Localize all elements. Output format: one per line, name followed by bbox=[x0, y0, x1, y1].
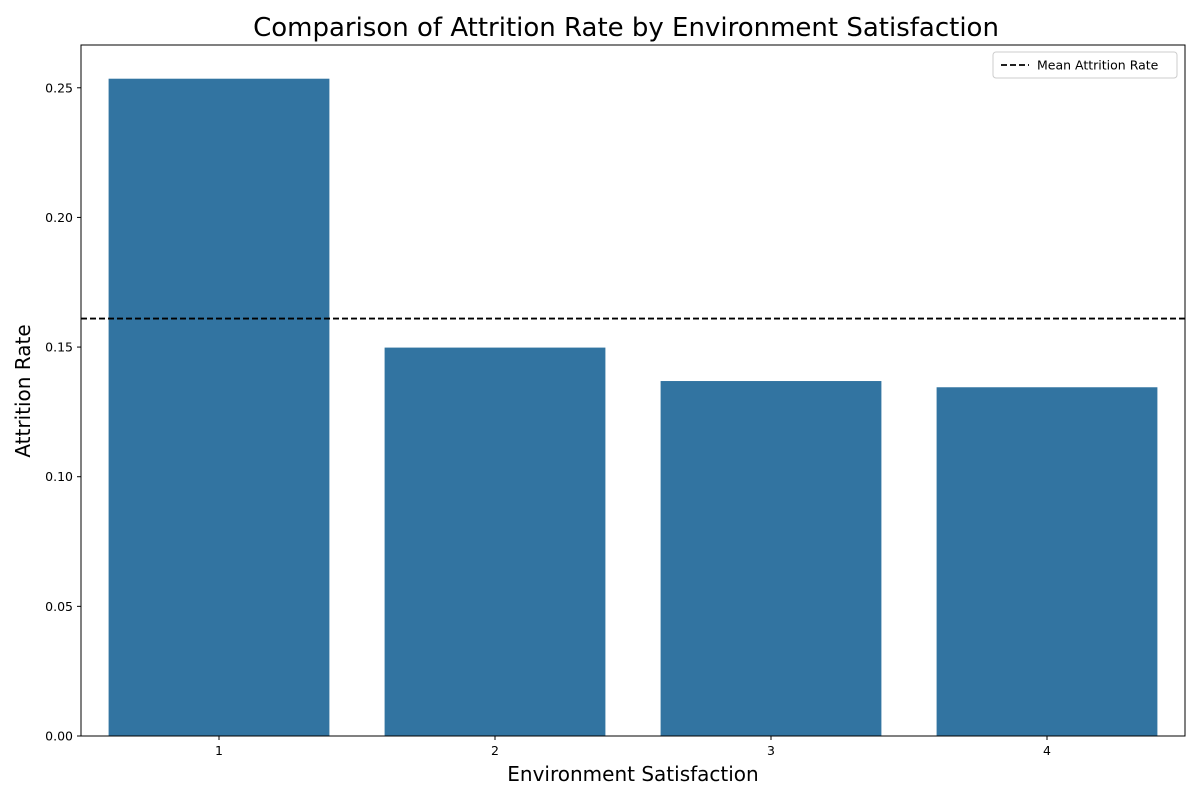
bar-3 bbox=[660, 381, 882, 736]
x-axis-label: Environment Satisfaction bbox=[507, 762, 758, 786]
bar-4 bbox=[936, 387, 1158, 736]
legend: Mean Attrition Rate bbox=[992, 51, 1178, 79]
plot-area bbox=[80, 44, 1186, 737]
y-tick-label: 0.05 bbox=[45, 599, 73, 614]
y-tick-label: 0.20 bbox=[45, 210, 73, 225]
x-tick-label: 2 bbox=[491, 743, 499, 758]
y-axis-label: Attrition Rate bbox=[11, 324, 35, 457]
x-tick-label: 1 bbox=[215, 743, 223, 758]
plot-frame bbox=[80, 44, 1186, 737]
y-tick-label: 0.00 bbox=[45, 729, 73, 744]
x-tick-label: 3 bbox=[767, 743, 775, 758]
y-tick-label: 0.25 bbox=[45, 80, 73, 95]
x-axis: 1 2 3 4 bbox=[215, 736, 1051, 758]
legend-box bbox=[992, 51, 1178, 79]
y-tick-label: 0.10 bbox=[45, 469, 73, 484]
x-tick-label: 4 bbox=[1043, 743, 1051, 758]
bar-2 bbox=[384, 347, 606, 736]
bar-1 bbox=[108, 78, 330, 736]
y-axis: 0.00 0.05 0.10 0.15 0.20 0.25 bbox=[45, 80, 81, 744]
legend-mean-line-label: Mean Attrition Rate bbox=[1037, 58, 1159, 73]
y-tick-label: 0.15 bbox=[45, 340, 73, 355]
chart-title: Comparison of Attrition Rate by Environm… bbox=[253, 13, 999, 43]
